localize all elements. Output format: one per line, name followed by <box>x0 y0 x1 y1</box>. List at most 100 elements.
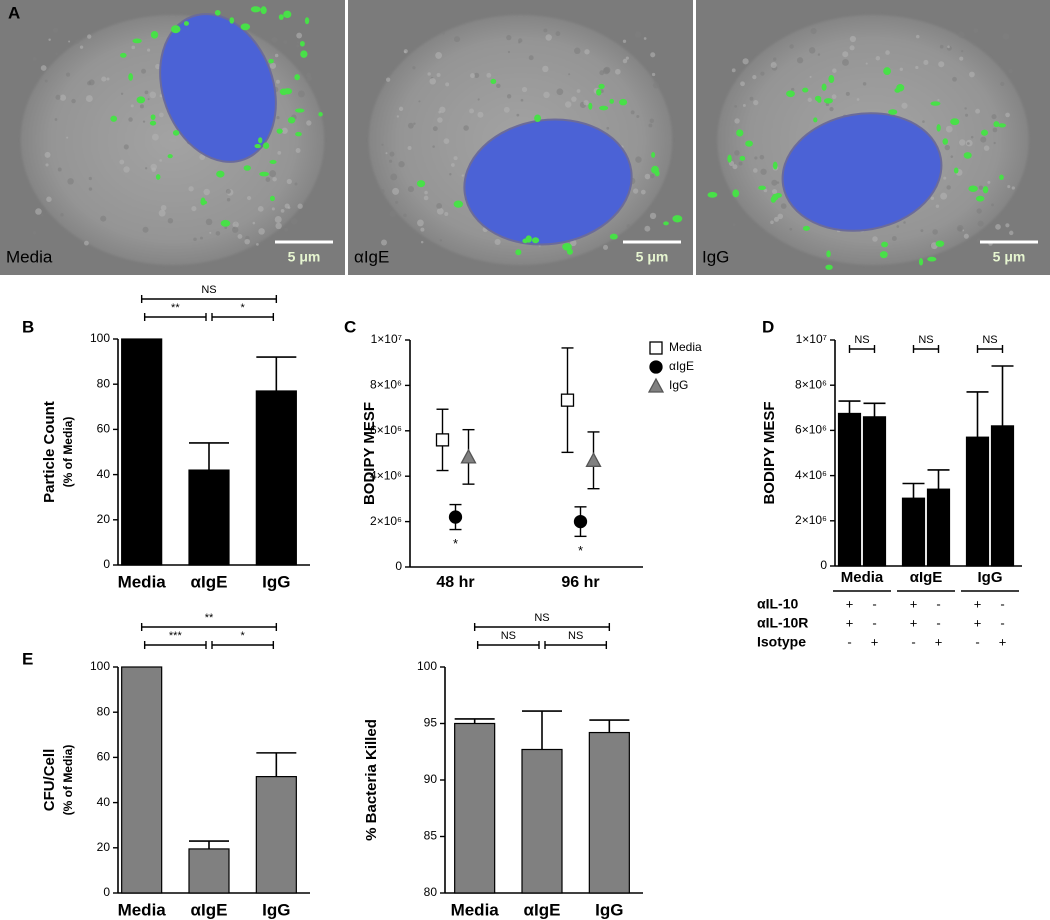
y-tick-label: 80 <box>97 376 111 390</box>
condition-sign: - <box>936 615 940 630</box>
cell-texture <box>290 217 298 225</box>
cell-texture <box>734 104 738 108</box>
green-particle <box>416 180 426 188</box>
condition-sign: + <box>910 596 918 611</box>
cell-texture <box>269 170 277 178</box>
cell-texture <box>496 83 501 89</box>
condition-sign: - <box>872 615 876 630</box>
condition-sign: - <box>1000 596 1004 611</box>
y-tick-label: 100 <box>417 659 437 673</box>
green-particle <box>200 197 206 206</box>
cell-texture <box>542 65 549 73</box>
cell-texture <box>188 186 194 192</box>
cell-texture <box>944 144 950 151</box>
cell-texture <box>771 188 778 195</box>
y-tick-label: 20 <box>97 840 111 854</box>
cell-texture <box>237 233 243 239</box>
cell-texture <box>972 42 976 46</box>
cell-texture <box>1005 112 1010 118</box>
green-particle <box>739 155 746 161</box>
cell-texture <box>945 125 953 133</box>
point <box>560 393 575 407</box>
panel-label: B <box>22 317 34 336</box>
y-tick-label: 4×10⁶ <box>795 468 827 482</box>
cell-texture <box>209 231 212 234</box>
bar <box>255 776 297 894</box>
cell-texture <box>144 90 149 95</box>
cell-texture <box>958 139 966 146</box>
cell-texture <box>503 106 510 113</box>
cell-texture <box>738 161 743 166</box>
cell-texture <box>564 101 572 108</box>
cell-texture <box>275 222 282 230</box>
cell-texture <box>632 188 639 194</box>
cell-texture <box>576 89 581 93</box>
x-tick-label: Media <box>451 900 500 919</box>
cell-texture <box>568 73 571 76</box>
cell-texture <box>528 55 534 61</box>
cell-texture <box>922 120 925 123</box>
cell-texture <box>506 94 512 99</box>
cell-texture <box>417 219 424 227</box>
cell-texture <box>650 52 656 58</box>
y-axis-sublabel: (% of Media) <box>61 745 75 816</box>
image-label: Media <box>6 247 53 266</box>
y-tick-label: 60 <box>97 422 111 436</box>
point <box>448 510 463 524</box>
cell-texture <box>993 141 996 145</box>
green-particle <box>150 114 156 120</box>
cell-texture <box>203 188 210 196</box>
bar <box>521 748 563 894</box>
cell-texture <box>521 86 528 93</box>
cell-texture <box>271 36 278 43</box>
cell-texture <box>385 77 391 82</box>
green-particle <box>259 171 270 177</box>
cell-texture <box>145 167 148 170</box>
y-tick-label: 0 <box>395 559 402 573</box>
cell-texture <box>506 34 512 41</box>
cell-texture <box>831 94 837 100</box>
cell-texture <box>842 59 849 66</box>
green-particle <box>250 6 261 13</box>
cell-texture <box>507 50 511 54</box>
bar <box>188 848 230 894</box>
cell-texture <box>123 144 129 150</box>
legend-label: Media <box>669 340 702 354</box>
cell-texture <box>754 156 758 160</box>
y-tick-label: 0 <box>103 885 110 899</box>
legend-marker <box>647 377 665 393</box>
cell-texture <box>978 185 984 190</box>
green-particle <box>727 154 732 163</box>
cell-texture <box>432 145 435 148</box>
cell-texture <box>810 27 817 35</box>
green-particle <box>214 9 221 16</box>
cell-texture <box>555 31 561 37</box>
bar <box>901 497 926 567</box>
cell-texture <box>571 96 577 102</box>
cell-texture <box>862 82 867 86</box>
cell-texture <box>973 28 979 33</box>
cell-texture <box>849 45 855 51</box>
cell-texture <box>436 207 444 215</box>
green-particle <box>295 131 302 137</box>
condition-label: αIL-10R <box>757 615 808 631</box>
cell-texture <box>545 34 552 41</box>
cell-texture <box>45 163 49 167</box>
cell-texture <box>147 48 151 52</box>
cell-texture <box>306 120 312 126</box>
cell-texture <box>88 187 93 191</box>
cell-texture <box>740 81 745 87</box>
green-particle <box>120 52 127 58</box>
cell-texture <box>295 148 301 153</box>
green-particle <box>453 200 464 208</box>
cell-texture <box>930 196 935 201</box>
cell-texture <box>258 228 265 235</box>
cell-texture <box>215 231 221 236</box>
y-tick-label: 80 <box>424 885 438 899</box>
bar <box>588 731 630 894</box>
cell-texture <box>443 138 450 145</box>
green-particle <box>276 128 283 134</box>
cell-texture <box>966 142 970 145</box>
cell-texture <box>952 76 957 82</box>
cell-texture <box>226 198 231 202</box>
